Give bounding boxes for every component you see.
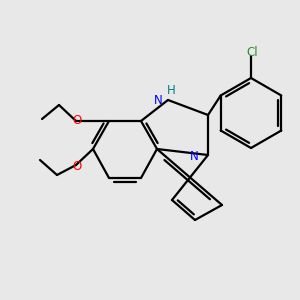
Text: N: N	[190, 151, 198, 164]
Text: N: N	[154, 94, 162, 107]
Text: O: O	[72, 113, 82, 127]
Text: Cl: Cl	[246, 46, 258, 59]
Text: H: H	[167, 83, 176, 97]
Text: O: O	[72, 160, 82, 172]
